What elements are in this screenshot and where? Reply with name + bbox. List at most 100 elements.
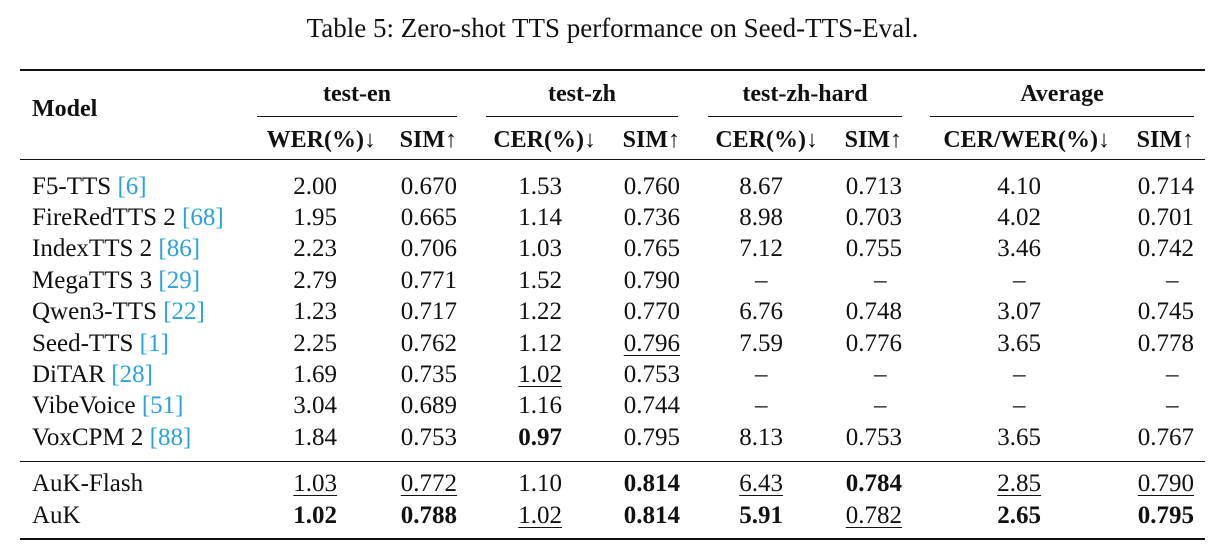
- sim-en-cell: 0.735: [400, 361, 457, 388]
- sim-en-cell: 0.788: [400, 502, 457, 529]
- wer-en-cell: 1.03: [293, 470, 337, 497]
- avg-sim-cell: 0.745: [1137, 298, 1194, 325]
- avg-cer-wer-cell: 3.46: [997, 235, 1041, 262]
- cer-zh-cell: 1.03: [518, 235, 562, 262]
- model-name: AuK: [32, 500, 81, 531]
- cer-zh-cell: 1.12: [518, 330, 562, 357]
- sim-zh-cell: 0.753: [623, 361, 680, 388]
- cer-zh-hard-cell: 7.59: [739, 330, 783, 357]
- group-header-average: Average: [1020, 81, 1104, 107]
- citation-link[interactable]: [28]: [111, 361, 153, 388]
- model-name: DiTAR [28]: [32, 359, 153, 390]
- avg-sim-cell: 0.778: [1137, 330, 1194, 357]
- model-label: F5-TTS: [32, 173, 118, 200]
- model-name: FireRedTTS 2 [68]: [32, 202, 224, 233]
- avg-cer-wer-cell: –: [1013, 361, 1026, 388]
- cer-zh-cell: 1.52: [518, 267, 562, 294]
- sim-zh-cell: 0.770: [623, 298, 680, 325]
- wer-header: WER(%)↓: [266, 127, 376, 153]
- sim-en-header: SIM↑: [399, 127, 457, 153]
- header-rule: [20, 159, 1205, 160]
- avg-sim-cell: 0.701: [1137, 204, 1194, 231]
- cer-zh-hard-cell: –: [755, 361, 768, 388]
- sim-zh-hard-cell: 0.776: [845, 330, 902, 357]
- model-label: AuK-Flash: [32, 470, 144, 497]
- citation-link[interactable]: [88]: [149, 424, 192, 451]
- model-label: MegaTTS 3: [32, 267, 159, 294]
- bottom-rule: [20, 538, 1205, 540]
- group-rule-test-zh-hard: [708, 116, 902, 117]
- cer-zh-hard-cell: 5.91: [739, 502, 783, 529]
- wer-en-cell: 1.84: [293, 424, 337, 451]
- citation-link[interactable]: [29]: [158, 267, 201, 294]
- model-label: VoxCPM 2: [32, 424, 150, 451]
- sim-en-cell: 0.762: [400, 330, 457, 357]
- cer-zh-cell: 1.14: [518, 204, 562, 231]
- cer-zh-cell: 0.97: [518, 424, 562, 451]
- cer-zh-hard-cell: 8.98: [739, 204, 783, 231]
- sim-zh-hard-cell: –: [874, 392, 887, 419]
- sim-zh-cell: 0.790: [623, 267, 680, 294]
- sim-zh-cell: 0.736: [623, 204, 680, 231]
- avg-sim-cell: –: [1166, 267, 1179, 294]
- sim-zh-cell: 0.760: [623, 173, 680, 200]
- model-name: MegaTTS 3 [29]: [32, 265, 200, 296]
- sim-zh-hard-cell: 0.748: [845, 298, 902, 325]
- citation-link[interactable]: [1]: [139, 330, 169, 357]
- cer-zh-hard-cell: 8.13: [739, 424, 783, 451]
- sim-en-cell: 0.689: [400, 392, 457, 419]
- citation-link[interactable]: [51]: [141, 392, 184, 419]
- model-name: Seed-TTS [1]: [32, 328, 169, 359]
- avg-sim-cell: 0.714: [1137, 173, 1194, 200]
- citation-link[interactable]: [86]: [158, 235, 201, 262]
- cer-zh-cell: 1.16: [518, 392, 562, 419]
- sim-zh-cell: 0.796: [623, 330, 680, 357]
- avg-cer-wer-cell: 4.02: [997, 204, 1041, 231]
- avg-cer-wer-cell: 2.65: [997, 502, 1041, 529]
- cer-zh-cell: 1.10: [518, 470, 562, 497]
- avg-cer-wer-cell: 3.07: [997, 298, 1041, 325]
- avg-cer-wer-cell: –: [1013, 267, 1026, 294]
- avg-sim-cell: 0.790: [1137, 470, 1194, 497]
- model-name: AuK-Flash: [32, 468, 143, 499]
- sim-zh-hard-cell: 0.703: [845, 204, 902, 231]
- citation-link[interactable]: [22]: [163, 298, 205, 325]
- cer-zh-cell: 1.53: [518, 173, 562, 200]
- avg-cer-wer-cell: –: [1013, 392, 1026, 419]
- top-rule: [20, 69, 1205, 71]
- model-label: Seed-TTS: [32, 330, 140, 357]
- citation-link[interactable]: [68]: [182, 204, 224, 231]
- model-label: VibeVoice: [32, 392, 142, 419]
- wer-en-cell: 3.04: [293, 392, 337, 419]
- cer-wer-avg-header: CER/WER(%)↓: [943, 127, 1110, 153]
- cer-zh-hard-cell: –: [755, 267, 768, 294]
- group-header-test-en: test-en: [323, 81, 391, 107]
- cer-zh-header: CER(%)↓: [493, 127, 596, 153]
- sim-zh-hard-cell: –: [874, 267, 887, 294]
- sim-zh-hard-cell: 0.753: [845, 424, 902, 451]
- group-rule-test-en: [257, 116, 457, 117]
- sim-zh-hard-cell: –: [874, 361, 887, 388]
- avg-sim-cell: 0.767: [1137, 424, 1194, 451]
- avg-cer-wer-cell: 2.85: [997, 470, 1041, 497]
- sim-zh-cell: 0.795: [623, 424, 680, 451]
- avg-sim-cell: 0.795: [1137, 502, 1194, 529]
- model-column-header: Model: [32, 96, 98, 122]
- model-name: VibeVoice [51]: [32, 390, 183, 421]
- cer-zh-hard-cell: 6.76: [739, 298, 783, 325]
- section-rule: [20, 461, 1205, 462]
- sim-zh-hard-cell: 0.713: [845, 173, 902, 200]
- sim-zh-cell: 0.744: [623, 392, 680, 419]
- sim-en-cell: 0.772: [400, 470, 457, 497]
- avg-cer-wer-cell: 3.65: [997, 424, 1041, 451]
- cer-zh-cell: 1.22: [518, 298, 562, 325]
- model-name: F5-TTS [6]: [32, 171, 147, 202]
- sim-zh-header: SIM↑: [622, 127, 680, 153]
- sim-en-cell: 0.717: [400, 298, 457, 325]
- model-label: FireRedTTS 2: [32, 204, 182, 231]
- sim-zh-cell: 0.814: [623, 502, 680, 529]
- wer-en-cell: 2.79: [293, 267, 337, 294]
- sim-hard-header: SIM↑: [844, 127, 902, 153]
- citation-link[interactable]: [6]: [117, 173, 147, 200]
